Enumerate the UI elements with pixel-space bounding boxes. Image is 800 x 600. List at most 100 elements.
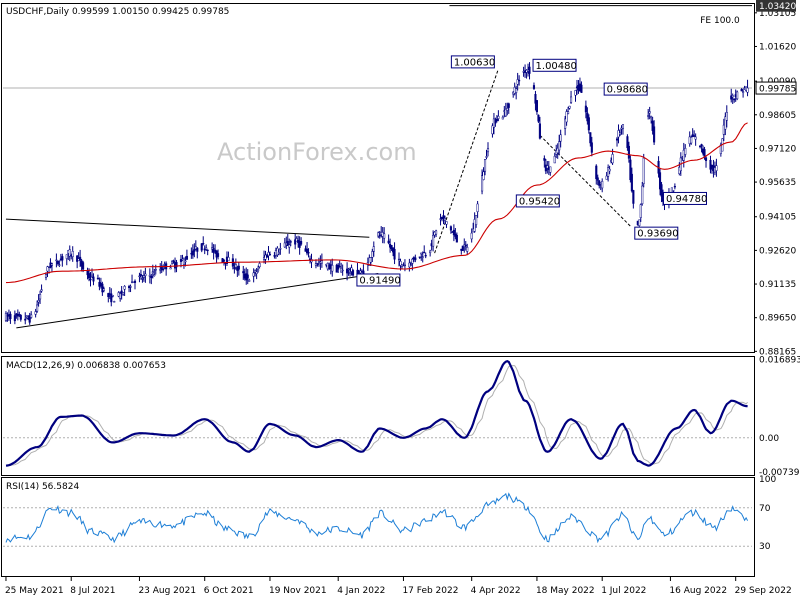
candle-body xyxy=(731,95,734,98)
candle-body xyxy=(378,235,381,237)
candle-body xyxy=(549,166,552,173)
candle-body xyxy=(305,248,309,254)
candle-body xyxy=(473,219,476,232)
candle-body xyxy=(214,249,217,251)
candle-body xyxy=(641,185,644,205)
candle-body xyxy=(101,283,104,293)
annotation-box xyxy=(634,226,679,240)
candle-body xyxy=(709,159,712,170)
candle-body xyxy=(403,264,406,267)
candle-body xyxy=(607,167,610,177)
time-tick-label: 16 Aug 2022 xyxy=(669,586,727,596)
price-tick-label: 0.89650 xyxy=(759,314,796,324)
candle-body xyxy=(9,313,12,320)
candle-body xyxy=(504,108,507,117)
candle-body xyxy=(481,175,484,192)
candle-body xyxy=(589,132,592,144)
candle-body xyxy=(294,239,297,245)
candle-body xyxy=(580,84,583,93)
candle-body xyxy=(191,250,194,256)
candle-body xyxy=(227,257,230,262)
candle-body xyxy=(28,315,31,323)
candle-body xyxy=(615,138,619,141)
candle-body xyxy=(276,247,279,256)
candle-body xyxy=(203,248,206,251)
candle-body xyxy=(506,108,509,111)
candle-body xyxy=(341,269,344,272)
candle-body xyxy=(435,230,438,235)
candle-body xyxy=(242,271,245,274)
candle-body xyxy=(570,96,573,103)
price-tick-label: 1.03105 xyxy=(759,9,796,19)
candle-body xyxy=(96,277,99,280)
candle-body xyxy=(486,148,490,153)
candle-body xyxy=(746,87,749,93)
candle-body xyxy=(154,269,157,271)
candle-body xyxy=(730,95,733,100)
candle-body xyxy=(58,264,61,266)
candle-body xyxy=(574,90,577,96)
candle-body xyxy=(65,254,68,259)
candle-body xyxy=(626,136,629,149)
candle-body xyxy=(289,241,292,243)
candle-body xyxy=(568,105,571,109)
candle-body xyxy=(516,79,519,85)
candle-body xyxy=(338,266,341,268)
price-tick-label: 0.98605 xyxy=(759,111,796,121)
moving-average xyxy=(5,122,748,284)
current-price-label: 0.99785 xyxy=(759,85,796,95)
candle-body xyxy=(119,293,122,299)
candle-body xyxy=(24,318,27,321)
candle-body xyxy=(61,256,64,261)
candle-body xyxy=(206,249,209,252)
fe-label: FE 100.0 xyxy=(700,16,740,26)
candle-body xyxy=(34,311,37,315)
macd-tick-label: 0.016893 xyxy=(759,355,800,365)
candle-body xyxy=(449,226,452,231)
candle-body xyxy=(246,274,249,279)
candle-body xyxy=(300,241,303,245)
trendline-upper xyxy=(5,218,370,238)
candle-body xyxy=(273,255,276,257)
annotation-label: 0.94780 xyxy=(666,194,707,205)
candle-body xyxy=(672,190,675,192)
price-tick-label: 0.88165 xyxy=(759,347,796,357)
candle-body xyxy=(553,155,556,164)
candle-body xyxy=(351,270,355,276)
candle-body xyxy=(138,275,141,277)
candle-body xyxy=(133,280,137,283)
candle-body xyxy=(475,215,478,225)
candle-body xyxy=(651,120,654,131)
candle-body xyxy=(587,117,590,131)
candle-body xyxy=(432,234,435,247)
candle-body xyxy=(648,111,651,114)
candle-body xyxy=(68,249,71,257)
candle-body xyxy=(682,149,685,161)
candle-body xyxy=(102,288,105,291)
candle-body xyxy=(694,136,697,140)
rsi-panel: 100 70 30 xyxy=(5,475,776,552)
candle-body xyxy=(715,165,718,171)
time-tick-label: 4 Apr 2022 xyxy=(471,586,521,596)
trendlines xyxy=(5,5,752,329)
candle-body xyxy=(693,135,696,137)
candle-body xyxy=(205,247,208,250)
candle-body xyxy=(113,301,116,303)
candle-body xyxy=(151,271,154,273)
rsi-tick-label: 30 xyxy=(759,542,771,552)
time-tick-label: 25 May 2021 xyxy=(5,586,64,596)
candle-body xyxy=(50,263,53,266)
candle-body xyxy=(141,278,144,280)
candle-body xyxy=(704,157,708,161)
annotation-box xyxy=(662,191,707,205)
time-tick-label: 17 Feb 2022 xyxy=(402,586,458,596)
candle-body xyxy=(647,115,650,117)
candle-body xyxy=(642,157,645,184)
candle-body xyxy=(4,312,8,321)
macd-tick-label: 0.00 xyxy=(759,434,779,444)
candle-body xyxy=(89,278,92,281)
candle-body xyxy=(122,292,125,295)
candle-body xyxy=(175,262,178,268)
candle-body xyxy=(153,274,156,277)
